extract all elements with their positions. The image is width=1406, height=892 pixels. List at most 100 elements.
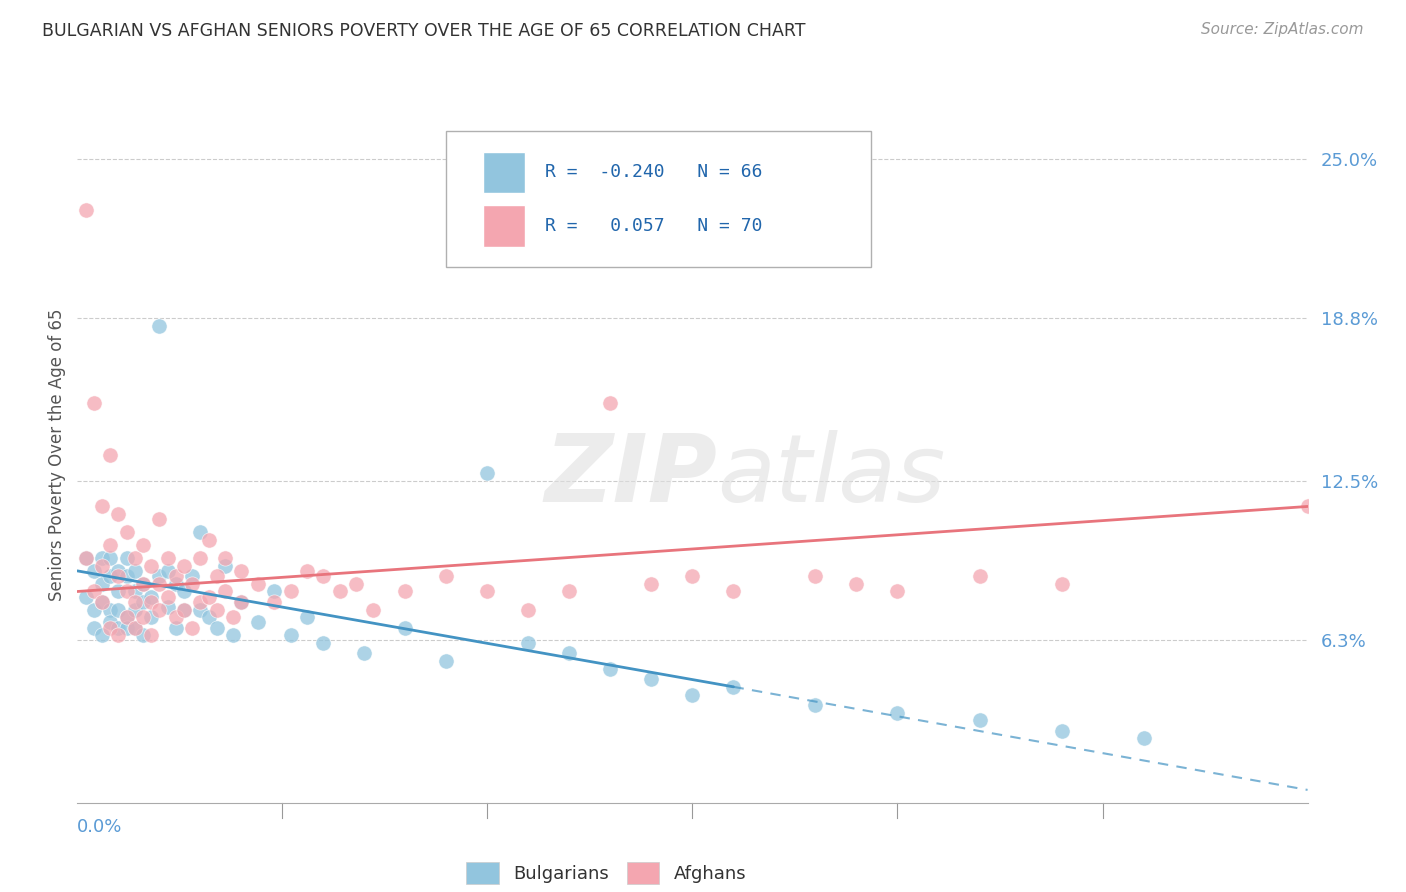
- Point: [1296, 500, 1319, 514]
- Point: [156, 599, 179, 614]
- Point: [886, 584, 908, 599]
- Point: [90, 595, 114, 609]
- Point: [83, 584, 105, 599]
- Point: [115, 621, 138, 635]
- Point: [115, 569, 138, 583]
- Point: [477, 466, 499, 480]
- Point: [205, 569, 228, 583]
- Point: [804, 569, 827, 583]
- Point: [181, 569, 204, 583]
- Point: [124, 584, 146, 599]
- Point: [90, 500, 114, 514]
- Point: [115, 584, 138, 599]
- Point: [90, 576, 114, 591]
- Point: [329, 584, 352, 599]
- Point: [98, 448, 121, 462]
- Point: [295, 610, 318, 624]
- Point: [148, 602, 170, 616]
- Point: [98, 615, 121, 630]
- Point: [148, 569, 170, 583]
- Point: [107, 621, 129, 635]
- Point: [141, 628, 163, 642]
- Point: [295, 564, 318, 578]
- Point: [75, 203, 97, 218]
- Point: [682, 569, 704, 583]
- Point: [75, 551, 97, 566]
- Point: [173, 584, 195, 599]
- Text: R =  -0.240   N = 66: R = -0.240 N = 66: [546, 163, 762, 181]
- Point: [83, 602, 105, 616]
- Point: [723, 584, 745, 599]
- Point: [214, 584, 236, 599]
- Text: 0.0%: 0.0%: [77, 818, 122, 836]
- Point: [141, 610, 163, 624]
- Point: [124, 564, 146, 578]
- Point: [132, 576, 155, 591]
- Point: [90, 628, 114, 642]
- Point: [141, 595, 163, 609]
- Point: [132, 610, 155, 624]
- Point: [517, 636, 540, 650]
- FancyBboxPatch shape: [484, 205, 526, 246]
- Point: [156, 590, 179, 604]
- Point: [124, 602, 146, 616]
- Point: [197, 610, 219, 624]
- Point: [132, 576, 155, 591]
- Point: [394, 584, 416, 599]
- Point: [148, 576, 170, 591]
- Point: [107, 569, 129, 583]
- Point: [969, 714, 991, 728]
- Point: [115, 610, 138, 624]
- Point: [124, 595, 146, 609]
- Point: [165, 610, 187, 624]
- Point: [98, 602, 121, 616]
- Text: atlas: atlas: [717, 430, 945, 521]
- Point: [640, 576, 662, 591]
- Point: [353, 646, 375, 660]
- Point: [148, 319, 170, 334]
- Point: [599, 662, 621, 676]
- Point: [361, 602, 384, 616]
- Point: [107, 507, 129, 521]
- Point: [436, 654, 458, 668]
- Point: [263, 595, 285, 609]
- Point: [141, 590, 163, 604]
- Point: [83, 396, 105, 410]
- Point: [173, 602, 195, 616]
- Point: [181, 576, 204, 591]
- Point: [231, 564, 253, 578]
- Point: [181, 621, 204, 635]
- Point: [107, 602, 129, 616]
- Point: [124, 621, 146, 635]
- Point: [205, 621, 228, 635]
- Point: [124, 621, 146, 635]
- Point: [205, 602, 228, 616]
- Point: [98, 621, 121, 635]
- FancyBboxPatch shape: [484, 152, 526, 193]
- Point: [214, 558, 236, 573]
- Point: [188, 525, 212, 540]
- Point: [107, 584, 129, 599]
- Point: [156, 551, 179, 566]
- Point: [132, 538, 155, 552]
- Legend: Bulgarians, Afghans: Bulgarians, Afghans: [458, 855, 754, 891]
- Point: [222, 628, 245, 642]
- Point: [1050, 723, 1073, 738]
- Point: [98, 569, 121, 583]
- Point: [558, 646, 581, 660]
- Y-axis label: Seniors Poverty Over the Age of 65: Seniors Poverty Over the Age of 65: [48, 309, 66, 601]
- Point: [845, 576, 868, 591]
- Point: [394, 621, 416, 635]
- Text: BULGARIAN VS AFGHAN SENIORS POVERTY OVER THE AGE OF 65 CORRELATION CHART: BULGARIAN VS AFGHAN SENIORS POVERTY OVER…: [42, 22, 806, 40]
- Point: [124, 551, 146, 566]
- Point: [173, 602, 195, 616]
- Point: [517, 602, 540, 616]
- Point: [231, 595, 253, 609]
- Point: [173, 558, 195, 573]
- Point: [1132, 731, 1154, 746]
- Point: [165, 576, 187, 591]
- Point: [477, 584, 499, 599]
- Point: [156, 564, 179, 578]
- Point: [98, 551, 121, 566]
- FancyBboxPatch shape: [447, 131, 870, 267]
